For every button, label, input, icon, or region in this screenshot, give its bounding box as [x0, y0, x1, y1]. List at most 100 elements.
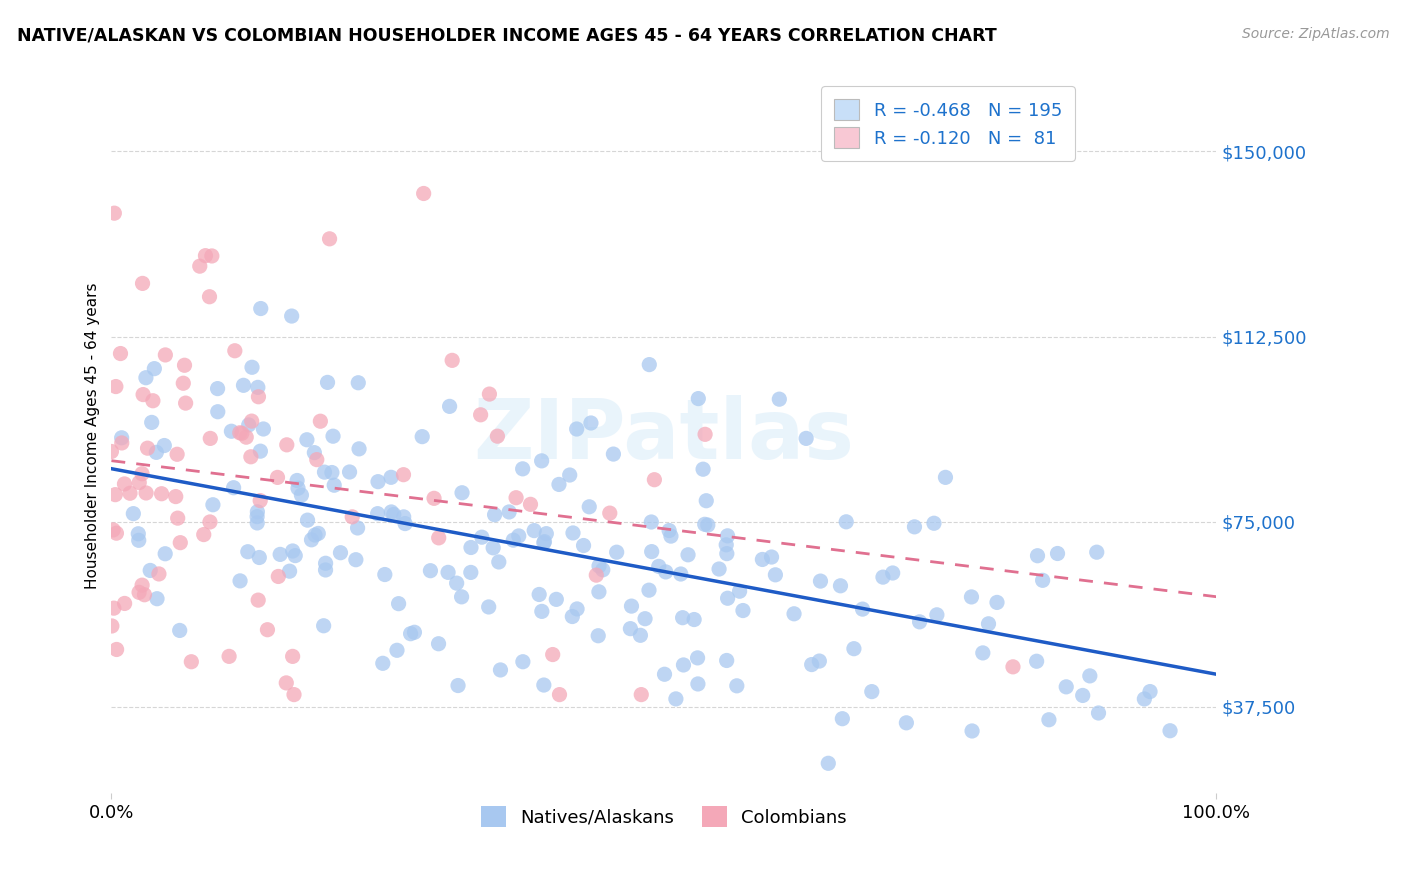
Point: [122, 507, 145, 521]
Point: [252, 422, 274, 436]
Text: ZIPatlas: ZIPatlas: [474, 395, 855, 476]
Point: [305, 452, 328, 467]
Point: [548, 688, 571, 702]
Point: [716, 538, 738, 552]
Point: [169, 535, 191, 549]
Point: [139, 564, 162, 578]
Point: [128, 533, 150, 548]
Point: [247, 593, 270, 607]
Point: [665, 692, 688, 706]
Point: [103, 601, 125, 615]
Point: [284, 549, 307, 563]
Point: [1038, 713, 1060, 727]
Point: [276, 676, 298, 690]
Point: [482, 541, 505, 555]
Point: [562, 525, 585, 540]
Point: [484, 508, 506, 522]
Point: [830, 579, 852, 593]
Point: [127, 526, 149, 541]
Point: [344, 552, 367, 566]
Point: [716, 547, 738, 561]
Point: [172, 376, 194, 391]
Point: [101, 523, 124, 537]
Point: [533, 535, 555, 549]
Point: [523, 524, 546, 538]
Point: [256, 623, 278, 637]
Point: [794, 431, 817, 445]
Point: [960, 723, 983, 738]
Point: [297, 513, 319, 527]
Point: [489, 663, 512, 677]
Point: [392, 509, 415, 524]
Point: [925, 607, 948, 622]
Point: [586, 629, 609, 643]
Point: [174, 396, 197, 410]
Point: [318, 232, 340, 246]
Text: Source: ZipAtlas.com: Source: ZipAtlas.com: [1241, 27, 1389, 41]
Point: [447, 679, 470, 693]
Point: [592, 563, 614, 577]
Y-axis label: Householder Income Ages 45 - 64 years: Householder Income Ages 45 - 64 years: [86, 282, 100, 589]
Text: NATIVE/ALASKAN VS COLOMBIAN HOUSEHOLDER INCOME AGES 45 - 64 YEARS CORRELATION CH: NATIVE/ALASKAN VS COLOMBIAN HOUSEHOLDER …: [17, 27, 997, 45]
Point: [530, 454, 553, 468]
Point: [165, 490, 187, 504]
Point: [620, 599, 643, 614]
Point: [239, 450, 262, 464]
Point: [638, 358, 661, 372]
Point: [153, 547, 176, 561]
Point: [530, 604, 553, 618]
Point: [1001, 660, 1024, 674]
Point: [619, 622, 641, 636]
Point: [565, 602, 588, 616]
Point: [315, 556, 337, 570]
Point: [385, 643, 408, 657]
Point: [628, 628, 651, 642]
Point: [105, 642, 128, 657]
Point: [249, 301, 271, 316]
Point: [280, 309, 302, 323]
Point: [835, 515, 858, 529]
Point: [105, 526, 128, 541]
Point: [246, 509, 269, 524]
Point: [110, 346, 132, 360]
Point: [246, 380, 269, 394]
Point: [309, 414, 332, 428]
Point: [860, 684, 883, 698]
Point: [686, 651, 709, 665]
Point: [478, 387, 501, 401]
Point: [502, 533, 524, 548]
Point: [321, 466, 343, 480]
Point: [224, 343, 246, 358]
Point: [269, 548, 291, 562]
Point: [200, 431, 222, 445]
Point: [135, 370, 157, 384]
Point: [155, 348, 177, 362]
Point: [872, 570, 894, 584]
Point: [231, 426, 253, 441]
Point: [470, 408, 492, 422]
Point: [640, 515, 662, 529]
Point: [676, 548, 699, 562]
Point: [380, 505, 402, 519]
Point: [194, 249, 217, 263]
Point: [100, 444, 122, 458]
Point: [655, 565, 678, 579]
Point: [896, 715, 918, 730]
Point: [716, 653, 738, 667]
Point: [304, 528, 326, 542]
Point: [1025, 654, 1047, 668]
Point: [347, 442, 370, 456]
Point: [558, 468, 581, 483]
Point: [114, 597, 136, 611]
Point: [104, 488, 127, 502]
Point: [235, 430, 257, 444]
Point: [371, 657, 394, 671]
Point: [240, 414, 263, 428]
Point: [249, 493, 271, 508]
Point: [198, 515, 221, 529]
Point: [131, 467, 153, 481]
Point: [519, 497, 541, 511]
Point: [111, 431, 134, 445]
Point: [142, 393, 165, 408]
Point: [143, 361, 166, 376]
